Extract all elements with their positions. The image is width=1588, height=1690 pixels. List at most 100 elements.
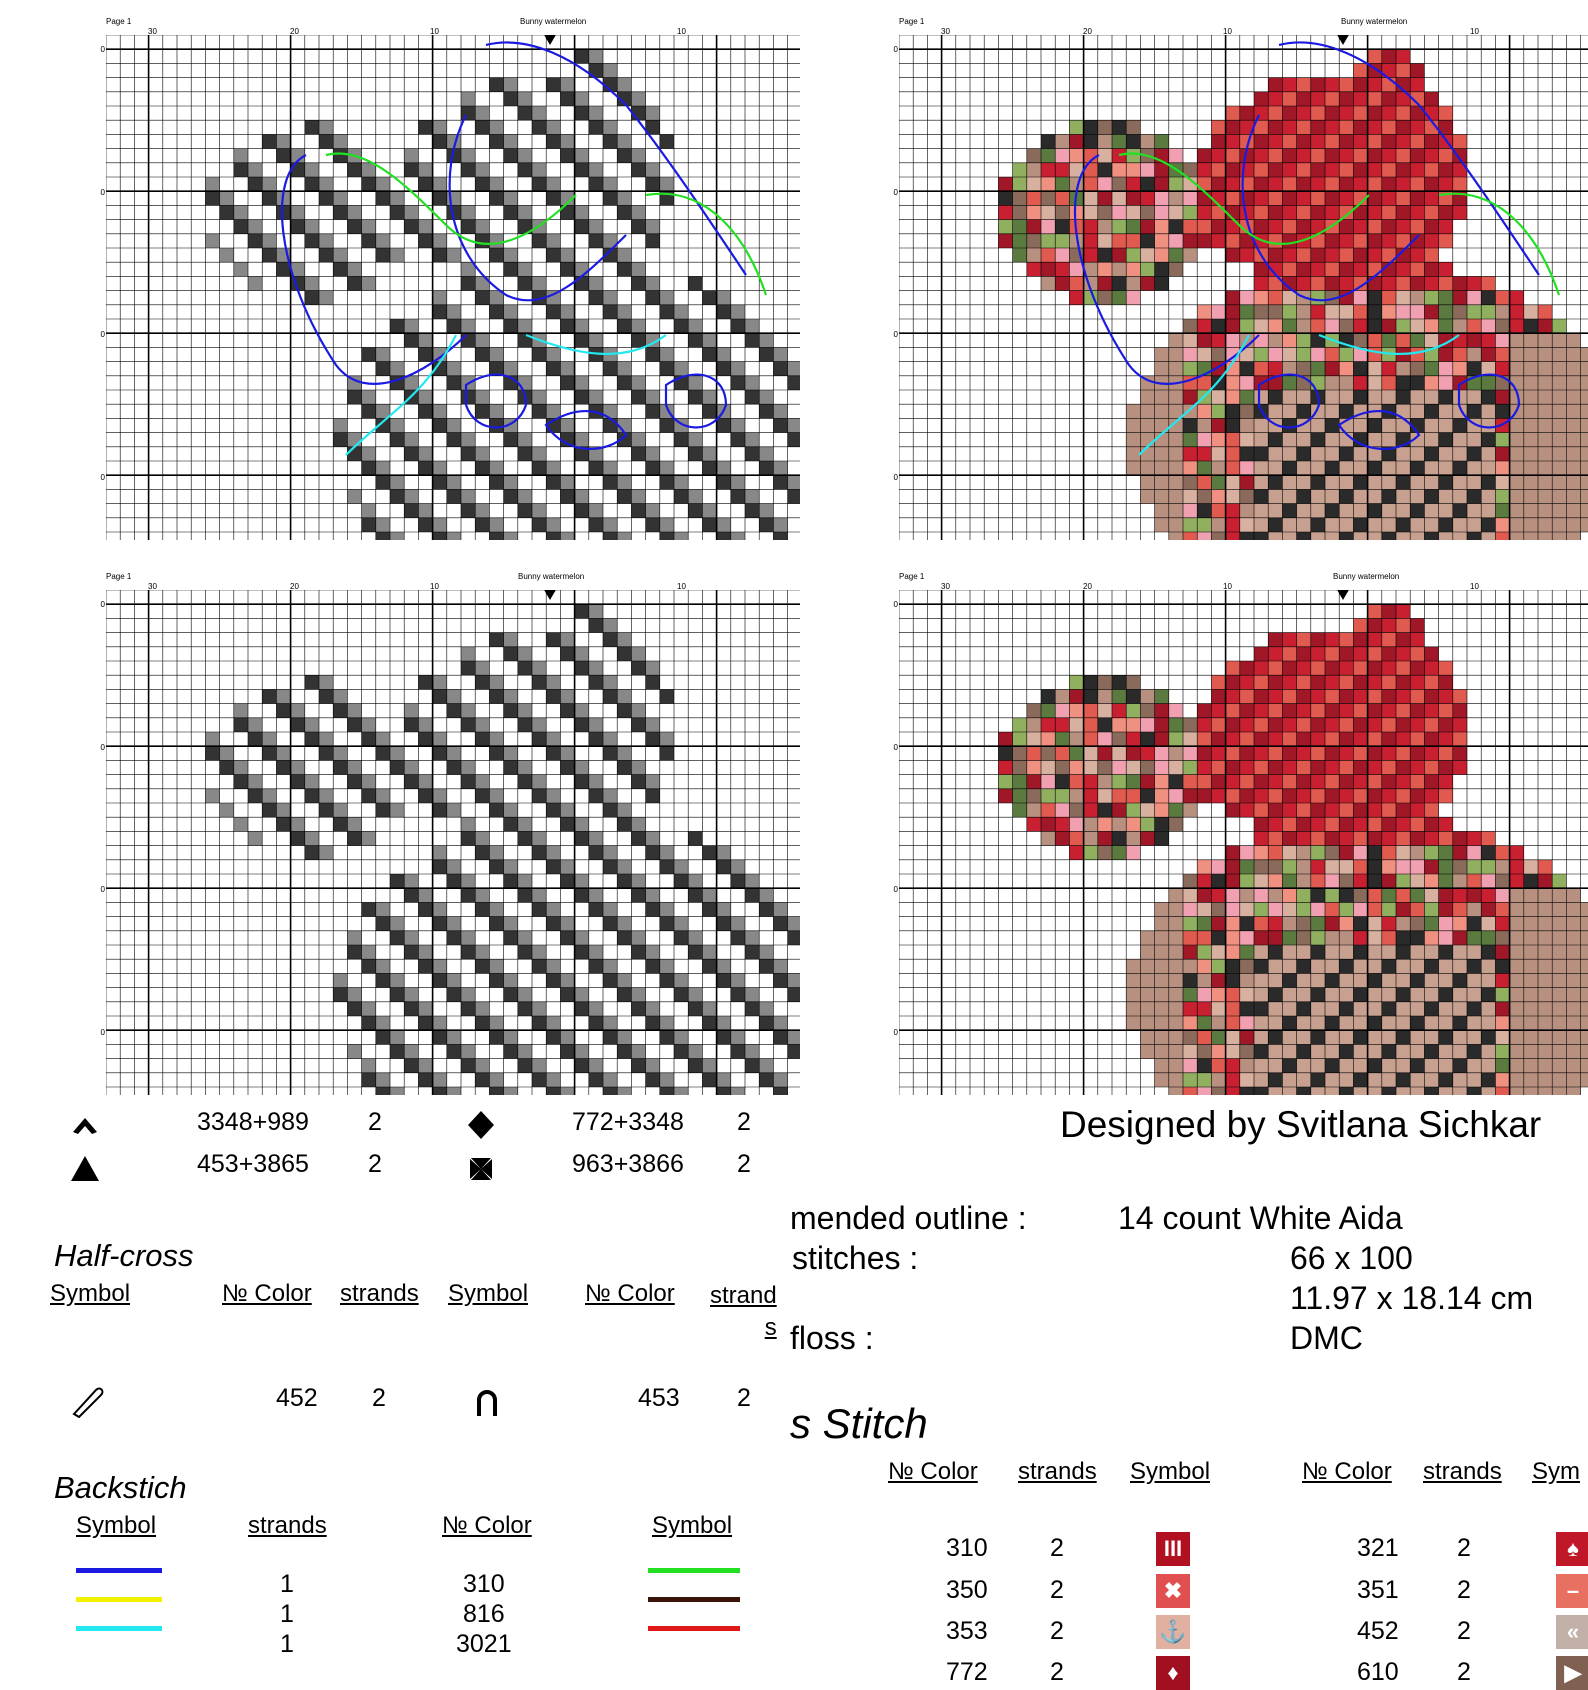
stitch-cell <box>1268 446 1283 461</box>
stitch-cell <box>617 361 632 376</box>
stitch-cell <box>1523 1016 1538 1031</box>
stitch-cell <box>1325 717 1340 732</box>
stitch-cell <box>461 418 476 433</box>
stitch-cell <box>674 1087 689 1095</box>
stitch-cell <box>262 191 277 206</box>
cross-stitch-color: 351 <box>1357 1576 1399 1604</box>
stitch-cell <box>1225 162 1240 177</box>
stitch-cell <box>1396 1044 1411 1059</box>
stitch-cell <box>475 973 490 988</box>
stitch-cell <box>375 973 390 988</box>
stitch-cell <box>1154 219 1169 234</box>
stitch-cell <box>1197 446 1212 461</box>
stitch-cell <box>1239 874 1254 889</box>
stitch-cell <box>1282 333 1297 348</box>
stitch-cell <box>290 233 305 248</box>
stitch-cell <box>446 375 461 390</box>
stitch-cell <box>1310 191 1325 206</box>
stitch-cell <box>1126 689 1141 704</box>
stitch-cell <box>1268 532 1283 540</box>
stitch-cell <box>361 717 376 732</box>
backstitch-outline <box>1457 373 1521 429</box>
stitch-cell <box>347 817 362 832</box>
stitch-cell <box>617 404 632 419</box>
stitch-cell <box>1410 1030 1425 1045</box>
stitch-cell <box>248 276 263 291</box>
stitch-cell <box>1523 361 1538 376</box>
stitch-cell <box>1112 290 1127 305</box>
stitch-cell <box>1282 404 1297 419</box>
stitch-cell <box>645 845 660 860</box>
stitch-cell <box>375 1058 390 1073</box>
stitch-cell <box>1310 760 1325 775</box>
stitch-cell <box>1282 1044 1297 1059</box>
stitch-cell <box>1310 532 1325 540</box>
stitch-cell <box>1438 1001 1453 1016</box>
stitch-cell <box>1438 432 1453 447</box>
stitch-cell <box>475 859 490 874</box>
stitch-cell <box>1410 475 1425 490</box>
stitch-cell <box>1325 91 1340 106</box>
stitch-cell <box>1381 604 1396 619</box>
stitch-cell <box>1353 987 1368 1002</box>
stitch-cell <box>787 1044 800 1059</box>
stitch-cell <box>1580 390 1588 405</box>
stitch-cell <box>404 1016 419 1031</box>
stitch-cell <box>1381 732 1396 747</box>
stitch-cell <box>588 604 603 619</box>
stitch-cell <box>446 675 461 690</box>
stitch-cell <box>475 760 490 775</box>
stitch-cell <box>659 916 674 931</box>
stitch-cell <box>375 262 390 277</box>
stitch-cell <box>1268 205 1283 220</box>
stitch-cell <box>1467 489 1482 504</box>
stitch-cell <box>233 703 248 718</box>
stitch-cell <box>1452 945 1467 960</box>
stitch-cell <box>1168 973 1183 988</box>
stitch-cell <box>574 959 589 974</box>
stitch-cell <box>1225 874 1240 889</box>
stitch-cell <box>1353 888 1368 903</box>
stitch-cell <box>645 1072 660 1087</box>
legend-color: 772+3348 <box>572 1108 684 1136</box>
stitch-cell <box>702 1087 717 1095</box>
stitch-cell <box>375 1072 390 1087</box>
stitch-cell <box>1154 1072 1169 1087</box>
stitch-cell <box>1097 675 1112 690</box>
stitch-cell <box>546 646 561 661</box>
stitch-cell <box>333 290 348 305</box>
stitch-cell <box>1097 831 1112 846</box>
stitch-cell <box>1381 517 1396 532</box>
stitch-cell <box>1296 91 1311 106</box>
stitch-cell <box>219 162 234 177</box>
legend-strands: 2 <box>368 1108 382 1136</box>
stitch-cell <box>1112 788 1127 803</box>
stitch-cell <box>688 859 703 874</box>
stitch-cell <box>1438 1072 1453 1087</box>
stitch-cell <box>631 290 646 305</box>
stitch-cell <box>1495 945 1510 960</box>
stitch-cell <box>475 902 490 917</box>
stitch-cell <box>617 191 632 206</box>
stitch-cell <box>759 517 774 532</box>
stitch-cell <box>1538 1058 1553 1073</box>
stitch-cell <box>1211 304 1226 319</box>
stitch-cell <box>1183 732 1198 747</box>
stitch-cell <box>1268 262 1283 277</box>
stitch-cell <box>361 746 376 761</box>
stitch-cell <box>503 1001 518 1016</box>
stitch-cell <box>1353 1058 1368 1073</box>
stitch-cell <box>432 248 447 263</box>
stitch-cell <box>1254 120 1269 135</box>
stitch-cell <box>1012 177 1027 192</box>
stitch-cell <box>503 191 518 206</box>
stitch-cell <box>1296 432 1311 447</box>
stitch-cell <box>1211 859 1226 874</box>
stitch-cell <box>489 1087 504 1095</box>
stitch-cell <box>532 162 547 177</box>
stitch-cell <box>1282 276 1297 291</box>
stitch-cell <box>390 945 405 960</box>
stitch-cell <box>432 162 447 177</box>
stitch-cell <box>503 517 518 532</box>
stitch-cell <box>333 1001 348 1016</box>
